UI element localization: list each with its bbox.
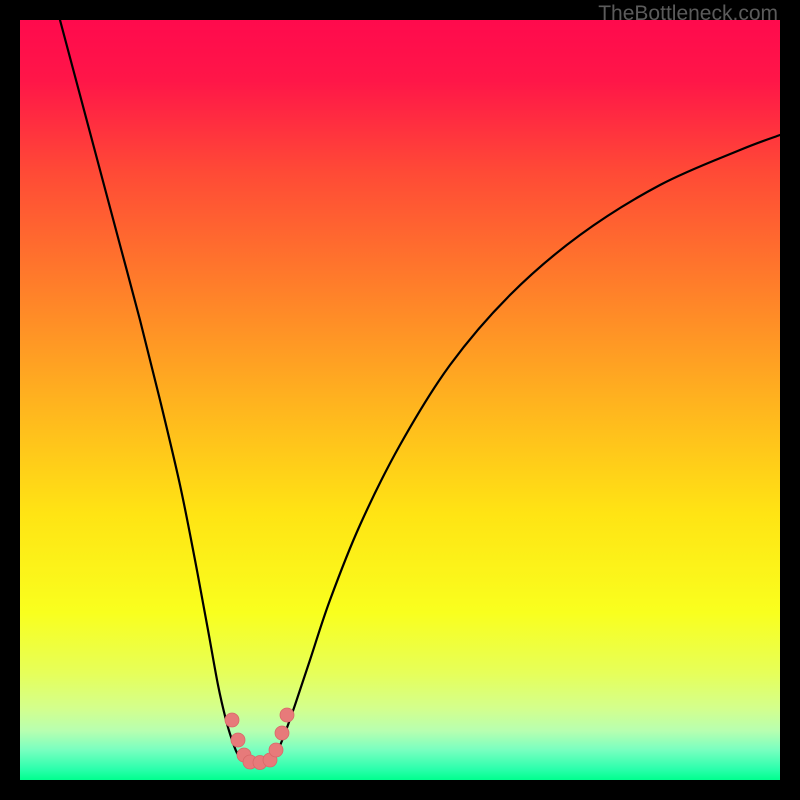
watermark-text: TheBottleneck.com <box>598 2 778 26</box>
curve-marker <box>225 713 239 727</box>
curve-marker <box>280 708 294 722</box>
curve-marker <box>269 743 283 757</box>
curve-marker <box>231 733 245 747</box>
bottleneck-curve <box>60 20 780 763</box>
plot-area <box>20 20 780 780</box>
chart-outer-frame: TheBottleneck.com <box>0 0 800 800</box>
curve-marker <box>275 726 289 740</box>
curve-layer <box>20 20 780 780</box>
curve-markers <box>225 708 294 770</box>
